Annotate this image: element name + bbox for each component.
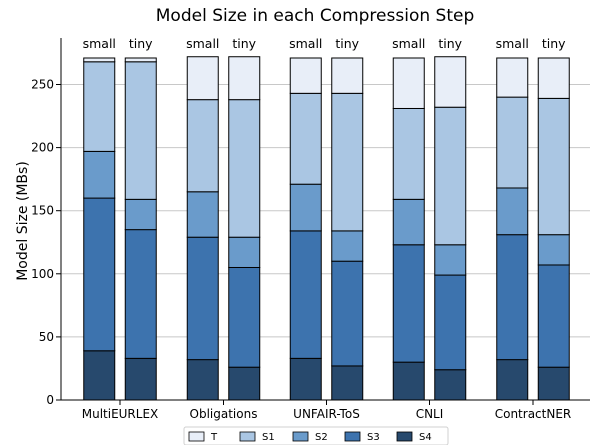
legend-label-s3: S3 — [367, 432, 380, 443]
y-tick-label: 100 — [31, 267, 54, 281]
legend-swatch-s3 — [344, 431, 361, 442]
chart-title: Model Size in each Compression Step — [156, 6, 474, 26]
bar-segment-s2 — [186, 191, 219, 238]
legend: T S1 S2 S3 S4 — [183, 426, 449, 445]
bar-segment-s4 — [186, 359, 219, 401]
legend-swatch-s1 — [239, 431, 256, 442]
bar-segment-s3 — [289, 230, 322, 359]
bar-segment-s2 — [537, 234, 570, 266]
bar-segment-s4 — [228, 366, 261, 401]
legend-label-s4: S4 — [419, 432, 432, 443]
x-tick-label: CNLI — [416, 407, 444, 421]
y-tick-label: 0 — [46, 393, 54, 407]
x-tick-label: UNFAIR-ToS — [293, 407, 360, 421]
bar-segment-t — [289, 57, 322, 94]
axes — [60, 38, 590, 401]
bar-segment-s3 — [434, 274, 467, 371]
bar-segment-s4 — [434, 369, 467, 401]
x-tick-label: MultiEURLEX — [82, 407, 159, 421]
bar-segment-s2 — [331, 230, 364, 262]
bar-segment-s2 — [83, 150, 116, 199]
y-tick-label: 150 — [31, 204, 54, 218]
bar-segment-s1 — [186, 99, 219, 193]
legend-swatch-s4 — [396, 431, 413, 442]
bar-segment-s4 — [537, 366, 570, 401]
y-tick-label: 250 — [31, 78, 54, 92]
bar-segment-s3 — [83, 197, 116, 352]
bar-segment-t — [537, 57, 570, 99]
variant-label: small — [496, 36, 529, 51]
tick-labels: 0 50 100 150 200 250 MultiEURLEX Obligations UNF… — [31, 78, 571, 422]
variant-label: small — [83, 36, 116, 51]
bar-segment-t — [186, 56, 219, 101]
bar-segment-s1 — [537, 97, 570, 236]
bar-segment-s2 — [228, 236, 261, 268]
bar-segment-s2 — [289, 183, 322, 232]
bar-segment-s4 — [331, 365, 364, 401]
variant-labels: small tiny small tiny small tiny small tiny smal… — [83, 36, 567, 51]
bar-segment-s1 — [434, 106, 467, 246]
bar-segment-s4 — [496, 359, 529, 401]
bar-segment-s3 — [124, 229, 157, 359]
bar-segment-s1 — [496, 96, 529, 189]
bar-segment-t — [83, 57, 116, 63]
legend-label-s2: S2 — [315, 432, 328, 443]
bar-segment-s4 — [83, 350, 116, 401]
bar-segment-s1 — [83, 61, 116, 152]
bar-segment-t — [392, 57, 425, 109]
variant-label: tiny — [232, 36, 256, 51]
variant-label: tiny — [438, 36, 462, 51]
bar-segment-s1 — [331, 92, 364, 232]
bar-segment-s2 — [434, 244, 467, 276]
legend-label-t: T — [210, 432, 218, 443]
bar-segment-s4 — [124, 357, 157, 401]
y-tick-label: 50 — [39, 330, 54, 344]
bar-segment-s3 — [537, 264, 570, 368]
bar-segment-s4 — [289, 357, 322, 401]
bar-segment-s3 — [496, 234, 529, 361]
bar-segment-s2 — [392, 198, 425, 246]
bar-segment-s3 — [228, 266, 261, 368]
legend-swatch-t — [188, 431, 205, 442]
bar-segment-s1 — [228, 99, 261, 238]
bar-segment-s3 — [331, 260, 364, 367]
y-tick-label: 200 — [31, 141, 54, 155]
legend-swatch-s2 — [292, 431, 309, 442]
bar-segment-s3 — [186, 236, 219, 361]
bars — [83, 56, 570, 401]
variant-label: tiny — [129, 36, 153, 51]
bar-segment-s2 — [496, 187, 529, 236]
y-axis-label: Model Size (MBs) — [15, 161, 31, 281]
x-tick-label: Obligations — [190, 407, 258, 421]
bar-segment-s2 — [124, 198, 157, 231]
bar-segment-t — [331, 57, 364, 94]
bar-segment-s3 — [392, 244, 425, 363]
variant-label: tiny — [335, 36, 359, 51]
legend-label-s1: S1 — [262, 432, 275, 443]
bar-segment-s4 — [392, 361, 425, 401]
bar-segment-t — [496, 57, 529, 98]
bar-segment-t — [124, 57, 157, 63]
variant-label: small — [392, 36, 425, 51]
bar-segment-s1 — [124, 61, 157, 200]
bar-segment-s1 — [392, 107, 425, 200]
x-tick-label: ContractNER — [495, 407, 572, 421]
variant-label: small — [186, 36, 219, 51]
variant-label: tiny — [542, 36, 566, 51]
bar-segment-t — [434, 56, 467, 108]
bar-segment-s1 — [289, 92, 322, 185]
bar-segment-t — [228, 56, 261, 101]
variant-label: small — [289, 36, 322, 51]
